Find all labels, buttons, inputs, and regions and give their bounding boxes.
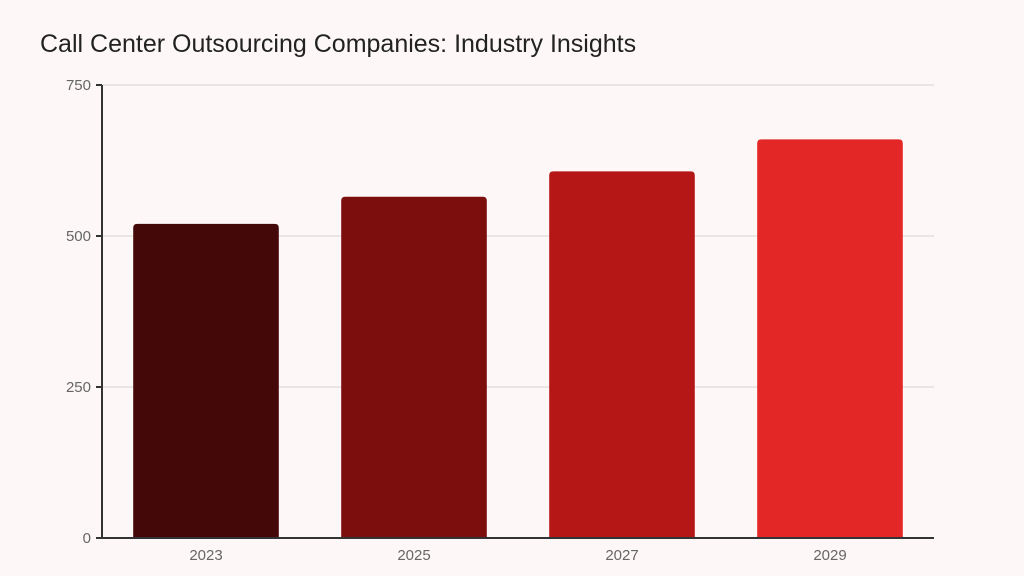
chart-title: Call Center Outsourcing Companies: Indus…: [40, 30, 637, 58]
y-tick-label: 750: [66, 77, 91, 94]
x-tick-label: 2027: [605, 547, 638, 564]
axes: [101, 85, 934, 539]
bar-2029: [757, 139, 903, 539]
x-tick-label: 2029: [813, 547, 846, 564]
y-tick-label: 500: [66, 228, 91, 245]
x-tick-labels: 2023 2025 2027 2029: [189, 547, 846, 564]
x-tick-label: 2023: [189, 547, 222, 564]
bar-2025: [341, 196, 487, 539]
y-tick-label: 250: [66, 379, 91, 396]
x-tick-label: 2025: [397, 547, 430, 564]
bar-2023: [133, 223, 279, 539]
y-tick-label: 0: [83, 530, 91, 547]
y-tick-labels: 0 250 500 750: [66, 77, 102, 547]
bar-2027: [549, 171, 695, 538]
bars: [133, 139, 903, 539]
